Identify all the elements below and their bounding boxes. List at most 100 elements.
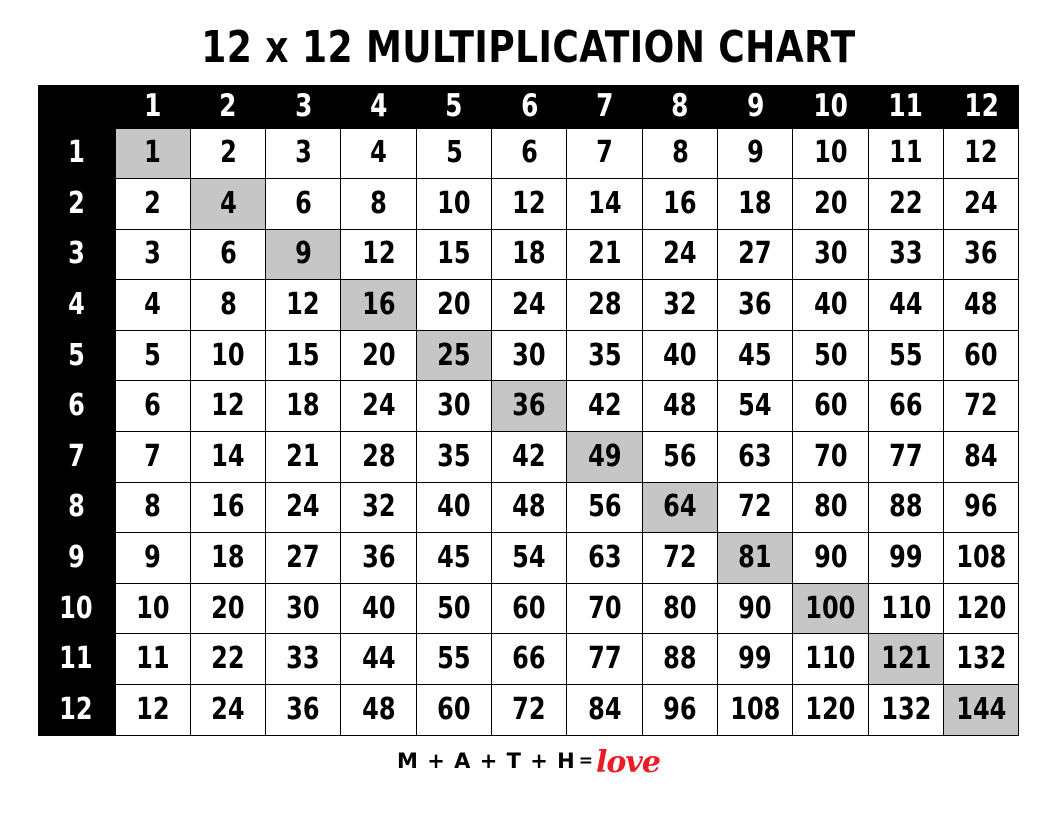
product-value: 12 [512,185,546,221]
product-cell: 33 [265,633,342,686]
product-value: 99 [889,540,923,576]
product-value: 84 [964,438,998,474]
product-cell: 56 [641,431,719,483]
product-cell: 8 [114,481,191,534]
product-value: 121 [880,641,931,677]
product-cell: 20 [415,279,493,331]
product-cell: 14 [189,431,267,483]
product-value: 66 [512,641,546,677]
product-value: 60 [813,388,848,424]
row-header-11: 11 [38,633,115,685]
product-value: 72 [964,388,998,424]
product-cell: 27 [717,228,794,281]
product-cell: 10 [415,178,493,230]
product-cell: 132 [867,684,945,736]
product-value: 132 [880,691,931,727]
product-cell: 30 [491,329,568,382]
product-cell: 110 [867,582,945,635]
table-row: 11 11 22 33 44 55 66 77 88 99 110 121 132 [38,633,1020,686]
row-header-9: 9 [38,532,115,584]
product-value: 40 [437,489,471,525]
product-cell: 40 [641,329,719,382]
product-value: 88 [889,489,923,525]
product-value: 33 [889,236,923,272]
product-value: 48 [663,388,697,424]
product-value: 8 [219,287,237,323]
product-cell: 21 [566,228,643,281]
product-value: 1 [144,135,162,171]
product-value: 54 [738,388,772,424]
footer: M + A + T + H = love [0,744,1057,780]
product-cell: 6 [491,127,568,180]
product-value: 5 [445,135,463,171]
table-row: 3 3 6 9 12 15 18 21 24 27 30 33 36 [38,228,1020,281]
multiplication-table: 1 2 3 4 5 6 7 8 9 10 11 12 1 1 2 3 4 5 6 7 8 9 10 11 12 2 2 4 6 8 10 1… [38,85,1020,736]
product-cell: 40 [792,279,869,331]
product-cell: 60 [491,582,568,635]
product-cell: 36 [340,532,417,584]
product-value: 24 [663,236,697,272]
column-header-label: 10 [813,87,848,124]
product-value: 16 [211,489,245,525]
column-header-2: 2 [190,85,266,128]
product-value: 96 [964,489,998,525]
product-cell-highlighted: 144 [943,684,1020,736]
product-cell: 11 [114,633,191,686]
product-cell-highlighted: 4 [189,178,267,230]
product-cell: 14 [566,178,643,230]
product-cell: 35 [566,329,643,382]
product-value: 30 [813,236,848,272]
product-value: 16 [361,287,396,323]
product-cell: 80 [792,481,869,534]
product-cell: 70 [566,582,643,635]
product-cell: 88 [641,633,719,686]
product-cell: 120 [792,684,869,736]
product-cell: 27 [265,532,342,584]
product-value: 99 [738,641,772,677]
product-value: 22 [211,641,245,677]
product-value: 63 [738,438,772,474]
product-cell: 24 [265,481,342,534]
product-cell: 6 [114,380,191,433]
product-value: 36 [361,540,396,576]
column-header-4: 4 [340,85,417,128]
product-cell: 40 [415,481,493,534]
table-row: 4 4 8 12 16 20 24 28 32 36 40 44 48 [38,279,1020,331]
product-cell: 18 [717,178,794,230]
product-value: 10 [813,135,848,171]
table-row: 12 12 24 36 48 60 72 84 96 108 120 132 144 [38,684,1020,736]
column-header-label: 9 [746,87,764,124]
product-cell: 108 [717,684,794,736]
product-value: 4 [144,287,162,323]
row-header-label: 6 [67,388,85,424]
product-value: 56 [587,489,622,525]
product-cell: 110 [792,633,869,686]
table-corner-cell [38,85,115,128]
product-value: 3 [144,236,162,272]
product-value: 55 [437,641,471,677]
product-cell: 4 [340,127,417,180]
footer-equals-sign: = [578,751,593,771]
column-header-row: 1 2 3 4 5 6 7 8 9 10 11 12 [38,85,1019,128]
product-value: 48 [361,691,396,727]
product-cell: 8 [340,178,417,230]
row-header-5: 5 [38,330,115,381]
product-value: 12 [211,388,245,424]
product-value: 36 [738,287,772,323]
product-value: 70 [587,590,622,626]
product-cell: 56 [566,481,643,534]
product-cell: 5 [415,127,493,180]
product-cell: 15 [265,329,342,382]
row-header-6: 6 [38,380,115,432]
product-value: 9 [746,135,764,171]
product-value: 4 [370,135,387,171]
column-header-label: 8 [671,87,689,124]
product-cell: 88 [867,481,945,534]
column-header-label: 2 [219,87,237,124]
footer-love-word: love [596,745,661,780]
product-value: 77 [587,641,622,677]
product-cell: 108 [943,532,1020,584]
product-value: 15 [437,236,471,272]
product-value: 50 [813,337,848,373]
row-header-1: 1 [38,128,115,179]
